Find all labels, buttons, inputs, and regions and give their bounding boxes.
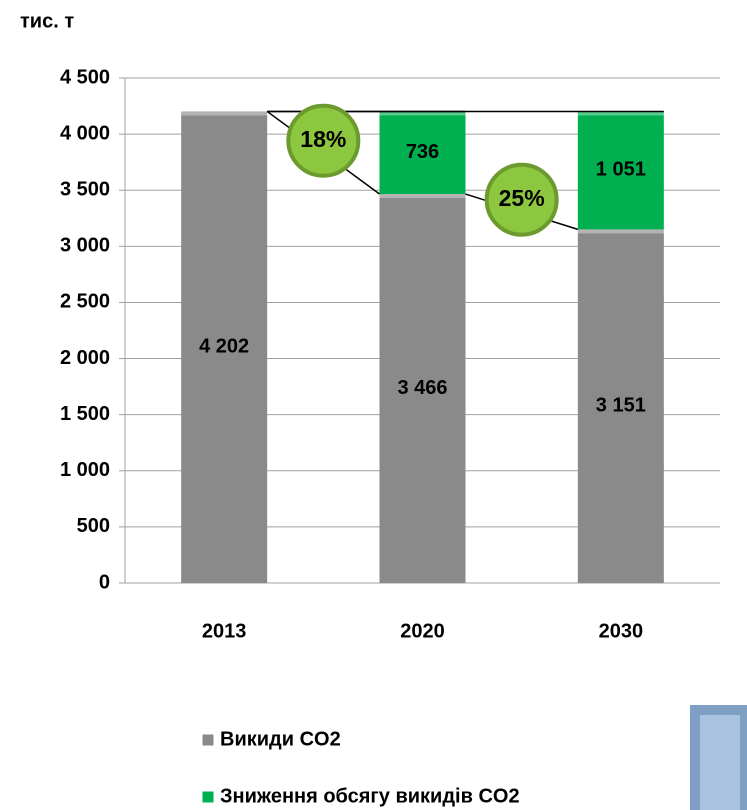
bar-top-shine (181, 111, 268, 116)
y-tick-label: 1 500 (60, 403, 110, 425)
bar-segment (379, 194, 466, 583)
bar-top-shine (577, 229, 664, 234)
data-label: 3 151 (596, 394, 646, 416)
y-tick-label: 2 500 (60, 291, 110, 313)
y-tick-label: 0 (99, 571, 110, 593)
legend-label: Викиди CO2 (220, 728, 341, 750)
bar-segment (577, 111, 664, 230)
x-tick-label: 2013 (202, 620, 247, 642)
bar-segment (181, 111, 268, 583)
y-tick-label: 500 (77, 515, 110, 537)
y-tick-label: 4 500 (60, 66, 110, 88)
y-tick-label: 3 500 (60, 179, 110, 201)
x-tick-label: 2030 (599, 620, 644, 642)
bar-segment (379, 111, 466, 195)
bar-top-shine (379, 111, 466, 116)
bar-segment (577, 229, 664, 584)
data-label: 1 051 (596, 159, 646, 181)
y-axis-label: тис. т (20, 10, 74, 32)
decor-building-face (700, 715, 740, 810)
y-tick-label: 3 000 (60, 235, 110, 257)
legend-swatch (201, 790, 215, 804)
annotation-circle (484, 162, 559, 237)
legend-label: Зниження обсягу викидів CO2 (220, 785, 520, 807)
bar-top-shine (577, 111, 664, 116)
y-tick-label: 1 000 (60, 459, 110, 481)
annotation: 25% (499, 185, 545, 211)
y-tick-label: 4 000 (60, 122, 110, 144)
annotation: 18% (300, 126, 346, 152)
legend-swatch (201, 733, 215, 747)
x-tick-label: 2020 (400, 620, 445, 642)
y-tick-label: 2 000 (60, 347, 110, 369)
data-label: 736 (406, 141, 439, 163)
bar-top-shine (379, 194, 466, 199)
data-label: 4 202 (199, 336, 249, 358)
data-label: 3 466 (397, 377, 447, 399)
annotation-circle (286, 103, 361, 178)
